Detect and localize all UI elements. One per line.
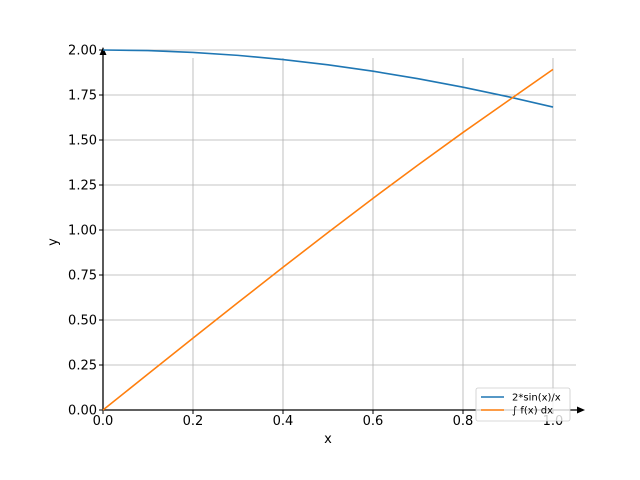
y-tick-label: 1.50: [68, 134, 97, 149]
series-line-2: [102, 68, 554, 411]
x-tick-label: 0.2: [183, 414, 204, 429]
y-ticks: 0.00 0.25 0.50 0.75 1.00 1.25 1.50 1.75 2.00: [68, 44, 103, 419]
y-axis-label: y: [46, 238, 61, 246]
legend-label-2: ∫ f(x) dx: [512, 406, 553, 417]
y-tick-label: 1.00: [68, 224, 97, 239]
x-tick-label: 0.8: [453, 414, 474, 429]
grid-lines: [102, 49, 576, 411]
legend-label-1: 2*sin(x)/x: [512, 393, 561, 404]
y-tick-label: 2.00: [68, 44, 97, 59]
y-axis-arrow-icon: [99, 47, 107, 55]
y-tick-label: 1.25: [68, 179, 97, 194]
x-ticks: 0.0 0.2 0.4 0.6 0.8 1.0: [93, 410, 563, 429]
y-tick-label: 0.50: [68, 314, 97, 329]
y-tick-label: 0.25: [68, 359, 97, 374]
series-line-1: [102, 49, 554, 108]
series-lines: [102, 49, 554, 411]
x-axis-arrow-icon: [577, 406, 585, 414]
x-tick-label: 0.0: [93, 414, 114, 429]
x-axis-label: x: [324, 432, 332, 447]
x-tick-label: 0.4: [273, 414, 294, 429]
y-tick-label: 0.00: [68, 404, 97, 419]
legend: 2*sin(x)/x ∫ f(x) dx: [475, 387, 571, 422]
x-tick-label: 0.6: [363, 414, 384, 429]
y-tick-label: 1.75: [68, 89, 97, 104]
y-tick-label: 0.75: [68, 269, 97, 284]
